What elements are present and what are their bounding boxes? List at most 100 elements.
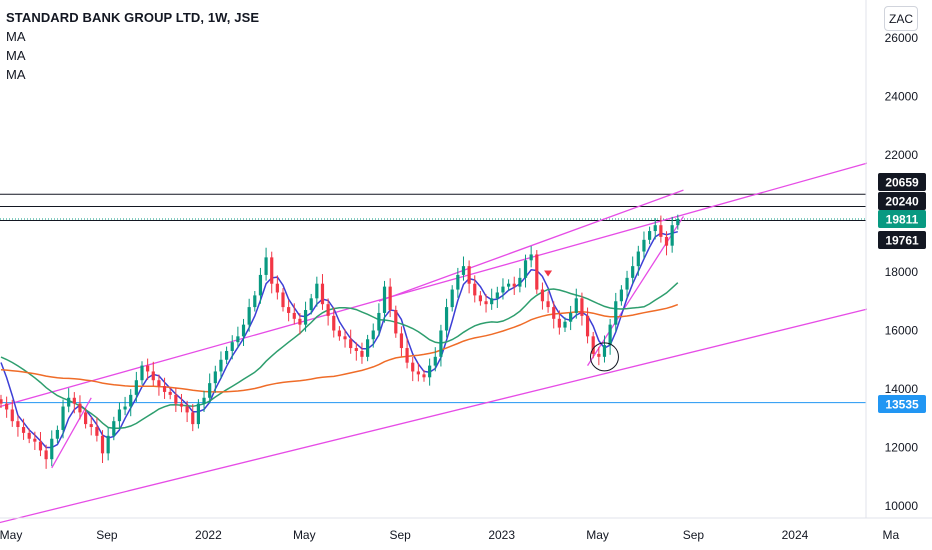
candle-body[interactable]: [140, 365, 144, 381]
candle-body[interactable]: [676, 219, 680, 226]
candle-body[interactable]: [490, 298, 494, 305]
candle-body[interactable]: [112, 421, 116, 436]
candle-body[interactable]: [495, 292, 499, 299]
candle-body[interactable]: [67, 397, 71, 407]
candle-body[interactable]: [597, 353, 601, 357]
candle-body[interactable]: [433, 356, 437, 366]
candle-body[interactable]: [275, 283, 279, 293]
candle-body[interactable]: [162, 386, 167, 392]
candle-body[interactable]: [569, 312, 573, 322]
candle-body[interactable]: [179, 403, 184, 407]
candle-body[interactable]: [185, 406, 189, 413]
indicator-ma-2[interactable]: MA: [6, 48, 26, 63]
candle-body[interactable]: [507, 283, 511, 287]
candle-body[interactable]: [292, 312, 296, 319]
candle-body[interactable]: [557, 318, 561, 328]
candle-body[interactable]: [546, 301, 550, 308]
candle-body[interactable]: [467, 266, 471, 284]
candle-body[interactable]: [636, 251, 640, 267]
candle-body[interactable]: [349, 339, 353, 349]
candle-body[interactable]: [309, 298, 313, 311]
candle-body[interactable]: [523, 260, 528, 278]
candle-body[interactable]: [303, 310, 308, 325]
candle-body[interactable]: [478, 295, 482, 302]
channel-line[interactable]: [378, 189, 684, 302]
candle-body[interactable]: [366, 339, 370, 357]
candle-body[interactable]: [95, 427, 99, 436]
candle-body[interactable]: [574, 298, 578, 313]
candle-body[interactable]: [241, 324, 246, 337]
candle-body[interactable]: [439, 330, 443, 357]
channel-line[interactable]: [0, 160, 876, 410]
price-badge[interactable]: [878, 192, 926, 210]
price-badge[interactable]: [878, 173, 926, 191]
candle-body[interactable]: [100, 435, 105, 454]
candle-body[interactable]: [619, 289, 623, 302]
candle-body[interactable]: [21, 427, 26, 433]
candle-body[interactable]: [399, 333, 404, 349]
candle-body[interactable]: [377, 312, 381, 331]
price-badge[interactable]: [878, 395, 926, 413]
price-badge[interactable]: [878, 231, 926, 249]
candle-body[interactable]: [134, 380, 138, 395]
ma-line-3[interactable]: [0, 303, 679, 393]
candle-body[interactable]: [648, 231, 652, 240]
candle-body[interactable]: [585, 315, 590, 337]
candle-body[interactable]: [151, 371, 155, 381]
candle-body[interactable]: [117, 409, 122, 422]
candle-body[interactable]: [642, 239, 646, 252]
highlight-circle[interactable]: [589, 342, 619, 372]
candle-body[interactable]: [512, 283, 516, 287]
candle-body[interactable]: [405, 348, 409, 363]
channel-line[interactable]: [0, 306, 876, 525]
candle-body[interactable]: [461, 266, 466, 275]
candle-body[interactable]: [123, 406, 127, 410]
candle-body[interactable]: [580, 298, 584, 316]
candle-body[interactable]: [337, 330, 341, 337]
candle-body[interactable]: [281, 292, 285, 308]
candle-body[interactable]: [563, 321, 567, 328]
candle-body[interactable]: [320, 283, 325, 305]
candle-body[interactable]: [501, 286, 505, 293]
candle-body[interactable]: [444, 307, 449, 331]
candle-body[interactable]: [106, 435, 110, 454]
candle-body[interactable]: [315, 283, 319, 299]
candle-body[interactable]: [213, 371, 217, 384]
candle-body[interactable]: [354, 348, 358, 351]
candle-body[interactable]: [168, 391, 172, 395]
candle-body[interactable]: [61, 406, 65, 430]
candle-body[interactable]: [602, 345, 607, 357]
candle-body[interactable]: [653, 225, 657, 232]
candle-body[interactable]: [552, 307, 556, 319]
candle-body[interactable]: [670, 225, 674, 246]
candle-body[interactable]: [33, 438, 37, 442]
candle-body[interactable]: [174, 394, 178, 404]
indicator-ma-1[interactable]: MA: [6, 29, 26, 44]
candle-body[interactable]: [298, 318, 302, 325]
candle-body[interactable]: [27, 432, 31, 439]
candle-body[interactable]: [422, 374, 426, 378]
candle-body[interactable]: [253, 295, 257, 308]
candle-body[interactable]: [664, 236, 669, 246]
candle-body[interactable]: [129, 394, 133, 407]
candle-body[interactable]: [16, 421, 20, 428]
candle-body[interactable]: [614, 301, 618, 325]
candle-body[interactable]: [89, 424, 93, 428]
candle-body[interactable]: [196, 403, 200, 425]
price-badge[interactable]: [878, 210, 926, 228]
candle-body[interactable]: [5, 403, 9, 410]
candle-body[interactable]: [55, 429, 59, 439]
candle-body[interactable]: [264, 257, 268, 275]
candle-body[interactable]: [157, 380, 161, 387]
candle-body[interactable]: [371, 330, 375, 340]
candle-body[interactable]: [518, 277, 522, 287]
candle-body[interactable]: [219, 359, 223, 372]
candle-body[interactable]: [72, 397, 76, 404]
candle-body[interactable]: [659, 225, 663, 237]
candle-body[interactable]: [456, 274, 460, 290]
candle-body[interactable]: [529, 254, 533, 261]
candle-body[interactable]: [450, 289, 454, 308]
currency-button[interactable]: ZAC: [884, 6, 918, 31]
indicator-ma-3[interactable]: MA: [6, 67, 26, 82]
